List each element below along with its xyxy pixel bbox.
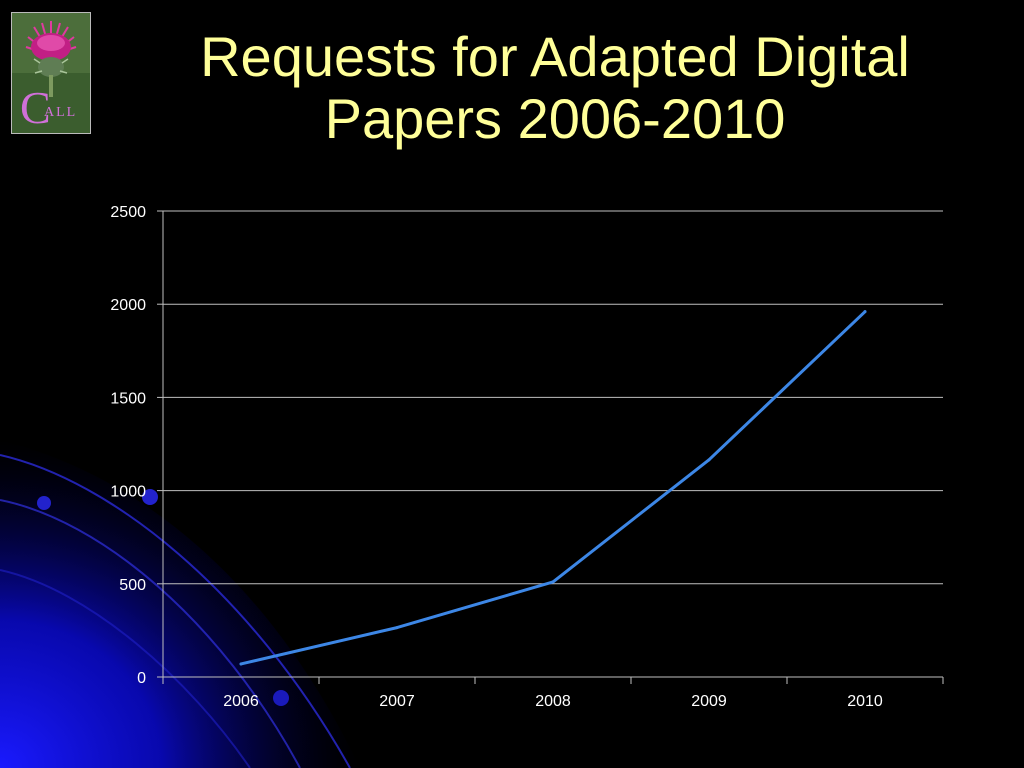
- y-tick-label: 2000: [110, 297, 146, 314]
- chart-series: [239, 310, 867, 666]
- data-point-2006: [239, 662, 243, 666]
- x-tick-label: 2010: [847, 693, 883, 710]
- x-tick-label: 2007: [379, 693, 415, 710]
- y-tick-label: 0: [137, 670, 146, 687]
- series-line-0: [239, 310, 867, 666]
- thistle-logo-icon: C ALL: [12, 13, 90, 133]
- data-point-2009: [707, 458, 711, 462]
- x-tick-label: 2009: [691, 693, 727, 710]
- x-tick-label: 2006: [223, 693, 259, 710]
- y-tick-label: 2500: [110, 204, 146, 221]
- page-title: Requests for Adapted Digital Papers 2006…: [200, 25, 910, 150]
- data-point-2010: [863, 310, 867, 314]
- chart-tick-labels: 0 500 1000 1500 2000 2500 2006 2007 2008 2009 2010: [110, 204, 882, 710]
- data-point-2008: [551, 580, 555, 584]
- svg-text:ALL: ALL: [44, 105, 77, 120]
- chart-axes: [157, 210, 944, 684]
- logo: C ALL: [11, 12, 91, 134]
- svg-text:C: C: [20, 82, 51, 133]
- y-tick-label: 500: [119, 577, 146, 594]
- y-tick-label: 1000: [110, 484, 146, 501]
- data-point-2007: [395, 626, 399, 630]
- x-tick-label: 2008: [535, 693, 571, 710]
- chart-grid: [163, 210, 943, 585]
- y-tick-label: 1500: [110, 390, 146, 407]
